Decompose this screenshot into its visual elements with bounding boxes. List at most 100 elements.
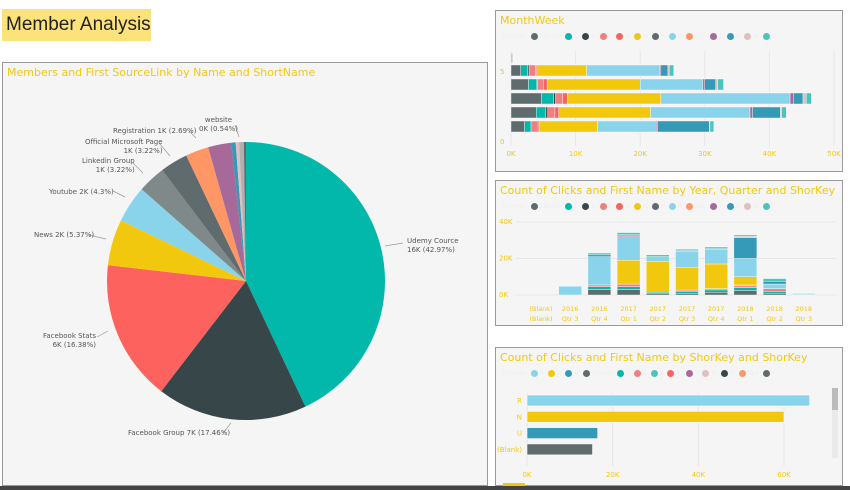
x-tick-label: Qtr 1: [620, 315, 637, 323]
legend-dot-icon: [668, 33, 676, 40]
chart-scrollbar[interactable]: [832, 388, 838, 458]
bar-segment: [762, 292, 787, 296]
legend-dot-icon: [617, 370, 625, 377]
chart-scrollbar-thumb[interactable]: [832, 388, 838, 410]
x-tick-label: 20K: [606, 471, 620, 479]
pie-slice: [235, 142, 246, 281]
pie-leader-line: [88, 234, 107, 240]
legend-item[interactable]: Spk: [738, 370, 759, 377]
pie-label-youtube: Youtube 2K (4.3%): [49, 188, 114, 196]
legend-label: P: [771, 370, 776, 377]
legend-item[interactable]: W: [743, 203, 759, 210]
bar-segment: [646, 254, 670, 257]
x-tick-label: 2017: [708, 305, 725, 313]
monthweek-chart: 0K 10K 20K 30K 40K 50K 5 0: [500, 51, 841, 158]
pie-slice: [106, 265, 246, 392]
legend-item[interactable]: M: [667, 370, 682, 377]
bar: [526, 443, 593, 456]
x-tick-label: 60K: [777, 471, 791, 479]
bar-segment: [717, 78, 724, 91]
legend-label: N: [643, 33, 648, 40]
legend-item[interactable]: N: [634, 33, 648, 40]
legend-item[interactable]: T: [709, 203, 723, 210]
legend-item[interactable]: P: [651, 203, 665, 210]
bar-segment: [616, 289, 641, 296]
legend-dot-icon: [582, 203, 590, 210]
bar-segment: [660, 92, 791, 105]
legend-item[interactable]: L: [599, 33, 612, 40]
bar-segment: [704, 249, 728, 265]
legend-item[interactable]: M: [616, 33, 630, 40]
legend-label: Y: [771, 33, 776, 40]
legend-label: N: [643, 203, 648, 210]
bar-segment: [733, 287, 758, 291]
pie-label-news: News 2K (5.37%): [34, 231, 95, 239]
legend-item[interactable]: Y: [650, 370, 664, 377]
legend-item[interactable]: (Blank): [530, 33, 561, 40]
pie-label-facebook-group: Facebook Group 7K (17.46%): [128, 429, 231, 437]
shorkey-chart-visual[interactable]: Count of Clicks and First Name by ShorKe…: [495, 347, 843, 486]
legend-item[interactable]: M: [616, 203, 630, 210]
legend-label: Y: [659, 370, 664, 377]
bar-segment: [616, 260, 641, 285]
shorkey-chart: 0K 20K 40K 60K RN U (Blank): [497, 393, 811, 479]
legend-item[interactable]: (Blank): [582, 370, 613, 377]
legend-item[interactable]: L: [599, 203, 612, 210]
bar-segment: [512, 52, 514, 64]
legend-item[interactable]: Y: [762, 33, 776, 40]
bar-segment: [537, 78, 544, 91]
legend-dot-icon: [634, 370, 642, 377]
legend-item[interactable]: G: [582, 203, 596, 210]
legend-item[interactable]: C: [565, 33, 578, 40]
legend-item[interactable]: W: [743, 33, 759, 40]
legend-item[interactable]: (Blank): [530, 203, 561, 210]
legend-item[interactable]: R: [668, 33, 682, 40]
legend-item[interactable]: R: [530, 370, 544, 377]
legend-item[interactable]: U: [565, 370, 579, 377]
legend-item[interactable]: C: [565, 203, 578, 210]
legend-dot-icon: [565, 203, 573, 210]
year-quarter-chart-visual[interactable]: Count of Clicks and First Name by Year, …: [495, 180, 843, 326]
legend-dot-icon: [634, 203, 642, 210]
legend-item[interactable]: T: [709, 33, 723, 40]
legend-item[interactable]: N: [547, 370, 561, 377]
legend-item[interactable]: Spk: [685, 33, 706, 40]
bar-segment: [567, 92, 662, 105]
legend-item[interactable]: G: [582, 33, 596, 40]
legend-item[interactable]: R: [668, 203, 682, 210]
legend-label: M: [625, 203, 631, 210]
pie-leader-line: [384, 242, 404, 247]
legend-dot-icon: [634, 33, 642, 40]
pie-chart-visual[interactable]: Members and First SourceLink by Name and…: [2, 62, 488, 486]
legend-item[interactable]: Spk: [685, 203, 706, 210]
page-tab-indicator[interactable]: [503, 483, 525, 486]
legend-label: T: [718, 203, 723, 210]
legend-item[interactable]: L: [634, 370, 647, 377]
legend-item[interactable]: W: [702, 370, 717, 377]
bar-segment: [536, 64, 587, 77]
pie-leader-line: [112, 190, 126, 198]
legend-item[interactable]: G: [721, 370, 735, 377]
legend-item[interactable]: Y: [762, 203, 776, 210]
bar: [526, 427, 598, 439]
legend-item[interactable]: C: [617, 370, 630, 377]
bar-segment: [762, 281, 787, 285]
bar-segment: [616, 232, 641, 235]
legend-dot-icon: [738, 370, 746, 377]
pie-chart-title: Members and First SourceLink by Name and…: [7, 66, 316, 79]
legend-item[interactable]: U: [726, 203, 740, 210]
monthweek-chart-visual[interactable]: MonthWeek ShorKey (Blank) C G L M N P R Spk T U W Y 0…: [495, 10, 843, 172]
legend-label: Y: [771, 203, 776, 210]
legend-item[interactable]: T: [685, 370, 698, 377]
x-tick-label: 40K: [763, 150, 777, 158]
bar-segment: [704, 289, 728, 293]
bottom-bar: [0, 486, 850, 490]
legend-item[interactable]: N: [634, 203, 648, 210]
bar-segment: [704, 246, 728, 249]
legend-item[interactable]: P: [762, 370, 776, 377]
legend-dot-icon: [668, 203, 676, 210]
legend-item[interactable]: P: [651, 33, 665, 40]
pie-leader-line: [158, 142, 171, 157]
legend-label: Spk: [694, 33, 706, 40]
legend-item[interactable]: U: [726, 33, 740, 40]
